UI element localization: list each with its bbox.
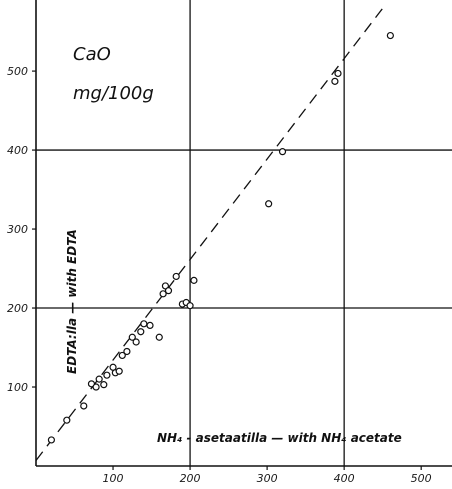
data-point-6 bbox=[100, 381, 108, 389]
data-point-10 bbox=[115, 367, 123, 375]
data-point-2 bbox=[80, 402, 88, 410]
data-point-21 bbox=[164, 287, 173, 295]
data-point-22 bbox=[172, 272, 180, 281]
y-tick-label-100: 100 bbox=[7, 381, 28, 394]
y-tick-label-300: 300 bbox=[7, 223, 28, 236]
y-tick-label-400: 400 bbox=[7, 144, 28, 157]
data-point-17 bbox=[146, 321, 154, 330]
y-tick-label-200: 200 bbox=[7, 302, 28, 315]
x-tick-label-200: 200 bbox=[180, 472, 201, 485]
annotation-units: mg/100g bbox=[73, 83, 154, 104]
data-point-12 bbox=[123, 347, 131, 356]
x-tick-label-100: 100 bbox=[103, 472, 124, 485]
data-point-27 bbox=[265, 200, 273, 208]
data-point-13 bbox=[128, 333, 136, 341]
axes bbox=[35, 0, 452, 467]
x-axis-label: NH₄ - asetaatilla — with NH₄ acetate bbox=[157, 431, 402, 445]
data-point-25 bbox=[186, 302, 194, 310]
y-axis-label: EDTA:lla — with EDTA bbox=[65, 229, 79, 374]
data-point-14 bbox=[132, 338, 140, 346]
data-point-26 bbox=[190, 276, 198, 284]
data-point-16 bbox=[140, 320, 148, 328]
data-point-18 bbox=[155, 333, 163, 341]
data-point-15 bbox=[137, 328, 145, 336]
trend-line bbox=[35, 5, 385, 461]
data-point-19 bbox=[159, 290, 167, 298]
x-tick-label-300: 300 bbox=[257, 472, 278, 485]
grid-lines bbox=[36, 0, 452, 466]
x-tick-label-400: 400 bbox=[334, 472, 355, 485]
trend-line-layer bbox=[35, 5, 385, 461]
data-point-4 bbox=[92, 383, 100, 391]
data-points bbox=[47, 31, 394, 444]
data-point-7 bbox=[103, 371, 111, 379]
data-point-1 bbox=[63, 416, 71, 424]
data-point-0 bbox=[47, 436, 56, 444]
data-point-30 bbox=[334, 69, 342, 78]
data-point-5 bbox=[95, 375, 103, 383]
data-point-28 bbox=[278, 148, 287, 156]
tick-labels: 100 200 300 400 500 100 200 300 400 500 bbox=[7, 65, 432, 485]
x-tick-label-500: 500 bbox=[411, 472, 432, 485]
data-point-11 bbox=[118, 351, 126, 360]
data-point-31 bbox=[386, 31, 394, 40]
annotation-cao: CaO bbox=[73, 44, 111, 65]
data-point-29 bbox=[331, 77, 339, 85]
y-tick-label-500: 500 bbox=[7, 65, 28, 78]
